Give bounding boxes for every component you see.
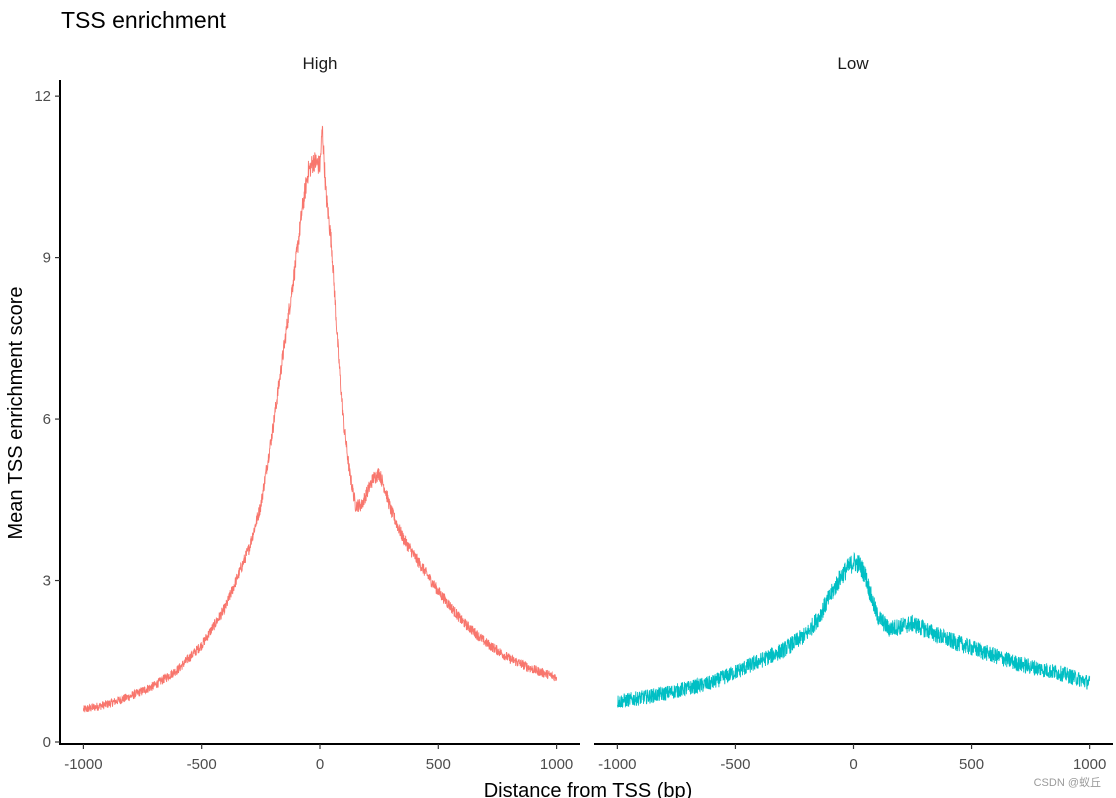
x-tick-label: 500 (959, 756, 984, 773)
x-axis-title: Distance from TSS (bp) (484, 780, 693, 798)
x-tick-label: 0 (849, 756, 857, 773)
y-tick-label: 3 (43, 573, 51, 590)
x-tick-label: -500 (187, 756, 217, 773)
facet-panels (82, 125, 1091, 713)
facet-panel-low (616, 551, 1091, 709)
x-tick-label: -1000 (64, 756, 102, 773)
y-tick-label: 0 (43, 734, 51, 751)
y-tick-label: 9 (43, 250, 51, 267)
y-axis: 0 3 6 9 12 (34, 80, 61, 751)
x-tick-label: 500 (426, 756, 451, 773)
chart-title: TSS enrichment (61, 7, 227, 33)
facet-panel-high (82, 125, 558, 713)
y-axis-title: Mean TSS enrichment score (5, 286, 27, 539)
x-tick-label: -1000 (598, 756, 636, 773)
series-line-high (82, 125, 558, 713)
y-tick-label: 12 (34, 88, 51, 105)
x-tick-label: 0 (316, 756, 324, 773)
x-tick-label: 1000 (540, 756, 573, 773)
strip-label-low: Low (837, 54, 869, 73)
x-tick-label: 1000 (1073, 756, 1106, 773)
strip-label-high: High (303, 54, 338, 73)
x-tick-label: -500 (720, 756, 750, 773)
watermark: CSDN @蚁丘 (1034, 776, 1101, 789)
series-line-low (616, 551, 1091, 709)
y-tick-label: 6 (43, 411, 51, 428)
x-axes: -1000 -500 0 500 1000 -1000 -500 0 500 1000 (60, 743, 1113, 773)
